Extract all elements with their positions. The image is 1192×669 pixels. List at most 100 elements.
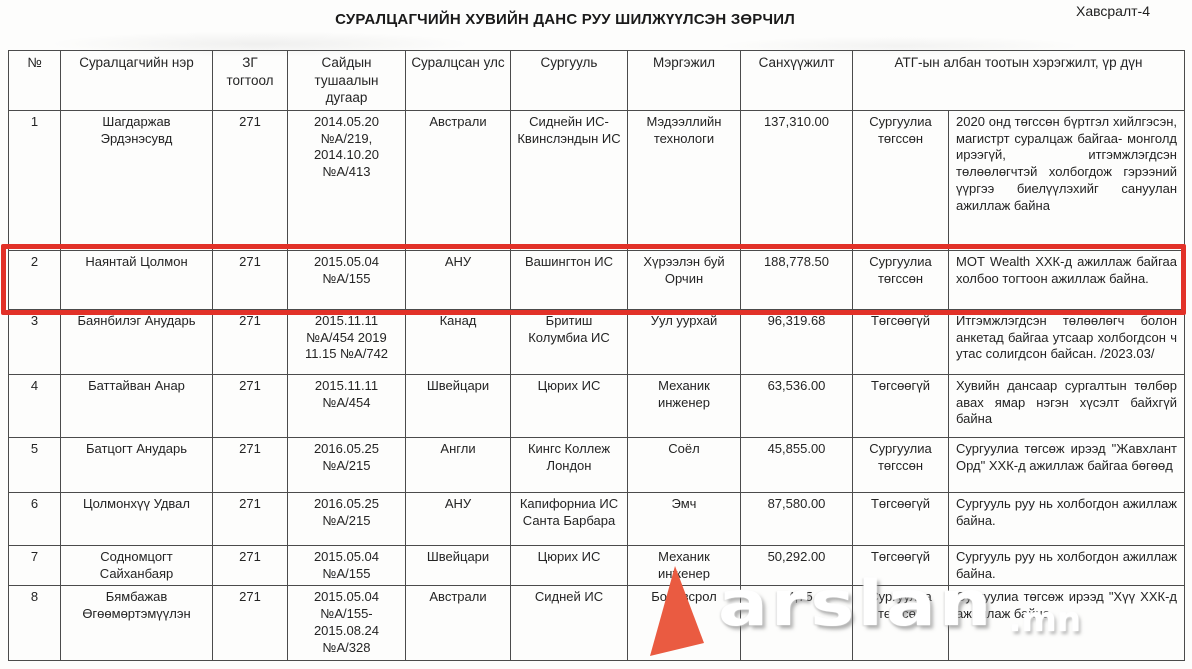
cell-row-number: 7 xyxy=(8,544,61,587)
table-row: 8 Бямбажав Өгөөмөртэмүүлэн 271 2015.05.0… xyxy=(8,585,1185,661)
table-row: 5 Батцогт Анударь 271 2016.05.25 №А/215 … xyxy=(8,436,1185,493)
col-header-name: Суралцагчийн нэр xyxy=(60,50,213,111)
cell-country: АНУ xyxy=(405,249,511,310)
cell-country: Канад xyxy=(405,308,511,375)
cell-minister-order: 2015.11.11 №А/454 xyxy=(287,373,406,438)
cell-row-number: 3 xyxy=(8,308,61,375)
cell-graduation-status: Сургуулиа төгссөн xyxy=(852,109,949,251)
cell-gov-resolution: 271 xyxy=(212,544,288,587)
cell-row-number: 8 xyxy=(8,585,61,661)
cell-country: АНУ xyxy=(405,491,511,546)
table-row: 1 Шагдаржав Эрдэнэсувд 271 2014.05.20 №А… xyxy=(8,109,1185,251)
cell-minister-order: 2015.05.04 №А/155 xyxy=(287,544,406,587)
cell-row-number: 1 xyxy=(8,109,61,251)
cell-graduation-status: Сургуулиа төгссөн xyxy=(852,249,949,310)
cell-school: Капифорниа ИС Санта Барбара xyxy=(510,491,628,546)
cell-student-name: Бямбажав Өгөөмөртэмүүлэн xyxy=(60,585,213,661)
col-header-country: Суралцсан улс xyxy=(405,50,511,111)
table-row: 3 Баянбилэг Анударь 271 2015.11.11 №А/45… xyxy=(8,308,1185,375)
cell-gov-resolution: 271 xyxy=(212,249,288,310)
header-row: № Суралцагчийн нэр ЗГ тогтоол Сайдын туш… xyxy=(8,50,1185,111)
cell-row-number: 6 xyxy=(8,491,61,546)
cell-school: Бритиш Колумбиа ИС xyxy=(510,308,628,375)
cell-profession: Боловсрол xyxy=(627,585,741,661)
cell-implementation-result: 2020 онд төгссөн бүртгэл хийлгэсэн, маги… xyxy=(948,109,1185,251)
cell-gov-resolution: 271 xyxy=(212,585,288,661)
cell-school: Сидней ИС xyxy=(510,585,628,661)
cell-profession: Соёл xyxy=(627,436,741,493)
cell-school: Вашингтон ИС xyxy=(510,249,628,310)
cell-country: Австрали xyxy=(405,109,511,251)
cell-school: Цюрих ИС xyxy=(510,544,628,587)
cell-profession: Мэдээллийн технологи xyxy=(627,109,741,251)
cell-graduation-status: Төгсөөгүй xyxy=(852,308,949,375)
cell-funding: 63,536.00 xyxy=(740,373,853,438)
col-header-school: Сургууль xyxy=(510,50,628,111)
cell-minister-order: 2016.05.25 №А/215 xyxy=(287,491,406,546)
cell-country: Швейцари xyxy=(405,544,511,587)
cell-profession: Эмч xyxy=(627,491,741,546)
cell-student-name: Баттайван Анар xyxy=(60,373,213,438)
cell-profession: Механик инженер xyxy=(627,373,741,438)
cell-minister-order: 2014.05.20 №А/219, 2014.10.20 №А/413 xyxy=(287,109,406,251)
table-row: 6 Цолмонхүү Удвал 271 2016.05.25 №А/215 … xyxy=(8,491,1185,546)
cell-school: Сиднейн ИС-Квинслэндын ИС xyxy=(510,109,628,251)
cell-gov-resolution: 271 xyxy=(212,109,288,251)
appendix-label: Хавсралт-4 xyxy=(1075,3,1150,19)
cell-student-name: Батцогт Анударь xyxy=(60,436,213,493)
cell-profession: Уул уурхай xyxy=(627,308,741,375)
cell-minister-order: 2015.05.04 №А/155- 2015.08.24 №А/328 xyxy=(287,585,406,661)
cell-country: Англи xyxy=(405,436,511,493)
cell-implementation-result: Сургуулиа төгсөж ирээд "Хүү ХХК-д ажилла… xyxy=(948,585,1185,661)
col-header-profession: Мэргэжил xyxy=(627,50,741,111)
cell-minister-order: 2015.11.11 №А/454 2019 11.15 №А/742 xyxy=(287,308,406,375)
cell-funding: 14,75 xyxy=(740,585,853,661)
cell-funding: 96,319.68 xyxy=(740,308,853,375)
cell-implementation-result: Итгэмжлэгдсэн төлөөлөгч болон анкетад ба… xyxy=(948,308,1185,375)
cell-country: Австрали xyxy=(405,585,511,661)
col-header-resolution: ЗГ тогтоол xyxy=(212,50,288,111)
cell-student-name: Шагдаржав Эрдэнэсувд xyxy=(60,109,213,251)
cell-funding: 87,580.00 xyxy=(740,491,853,546)
cell-school: Цюрих ИС xyxy=(510,373,628,438)
violations-table: № Суралцагчийн нэр ЗГ тогтоол Сайдын туш… xyxy=(8,50,1185,661)
table-row: 2 Наянтай Цолмон 271 2015.05.04 №А/155 А… xyxy=(8,249,1185,310)
cell-graduation-status: Сургуулиа төгссөн xyxy=(852,585,949,661)
cell-graduation-status: Төгсөөгүй xyxy=(852,373,949,438)
col-header-implementation: АТГ-ын албан тоотын хэрэгжилт, үр дүн xyxy=(852,50,1185,111)
cell-funding: 50,292.00 xyxy=(740,544,853,587)
cell-student-name: Цолмонхүү Удвал xyxy=(60,491,213,546)
cell-row-number: 4 xyxy=(8,373,61,438)
cell-graduation-status: Төгсөөгүй xyxy=(852,544,949,587)
col-header-funding: Санхүүжилт xyxy=(740,50,853,111)
table-row: 4 Баттайван Анар 271 2015.11.11 №А/454 Ш… xyxy=(8,373,1185,438)
cell-funding: 188,778.50 xyxy=(740,249,853,310)
cell-graduation-status: Сургуулиа төгссөн xyxy=(852,436,949,493)
cell-minister-order: 2016.05.25 №А/215 xyxy=(287,436,406,493)
cell-student-name: Наянтай Цолмон xyxy=(60,249,213,310)
cell-implementation-result: МОТ Wealth ХХК-д ажиллаж байгаа холбоо т… xyxy=(948,249,1185,310)
cell-funding: 45,855.00 xyxy=(740,436,853,493)
table-header: № Суралцагчийн нэр ЗГ тогтоол Сайдын туш… xyxy=(8,50,1185,111)
table-row: 7 Содномцогт Сайханбаяр 271 2015.05.04 №… xyxy=(8,544,1185,587)
cell-implementation-result: Сургууль руу нь холбогдон ажиллаж байна. xyxy=(948,544,1185,587)
cell-gov-resolution: 271 xyxy=(212,373,288,438)
cell-row-number: 2 xyxy=(8,249,61,310)
cell-gov-resolution: 271 xyxy=(212,436,288,493)
cell-implementation-result: Сургууль руу нь холбогдон ажиллаж байна. xyxy=(948,491,1185,546)
cell-graduation-status: Төгсөөгүй xyxy=(852,491,949,546)
cell-profession: Хүрээлэн буй Орчин xyxy=(627,249,741,310)
cell-row-number: 5 xyxy=(8,436,61,493)
cell-country: Швейцари xyxy=(405,373,511,438)
col-header-order: Сайдын тушаалын дугаар xyxy=(287,50,406,111)
table-body: 1 Шагдаржав Эрдэнэсувд 271 2014.05.20 №А… xyxy=(8,109,1185,661)
cell-implementation-result: Сургуулиа төгсөж ирээд "Жавхлант Орд" ХХ… xyxy=(948,436,1185,493)
page-title: СУРАЛЦАГЧИЙН ХУВИЙН ДАНС РУУ ШИЛЖҮҮЛСЭН … xyxy=(335,11,795,28)
cell-student-name: Содномцогт Сайханбаяр xyxy=(60,544,213,587)
cell-implementation-result: Хувийн дансаар сургалтын төлбөр авах яма… xyxy=(948,373,1185,438)
cell-funding: 137,310.00 xyxy=(740,109,853,251)
col-header-no: № xyxy=(8,50,61,111)
cell-school: Кингс Коллеж Лондон xyxy=(510,436,628,493)
cell-gov-resolution: 271 xyxy=(212,491,288,546)
